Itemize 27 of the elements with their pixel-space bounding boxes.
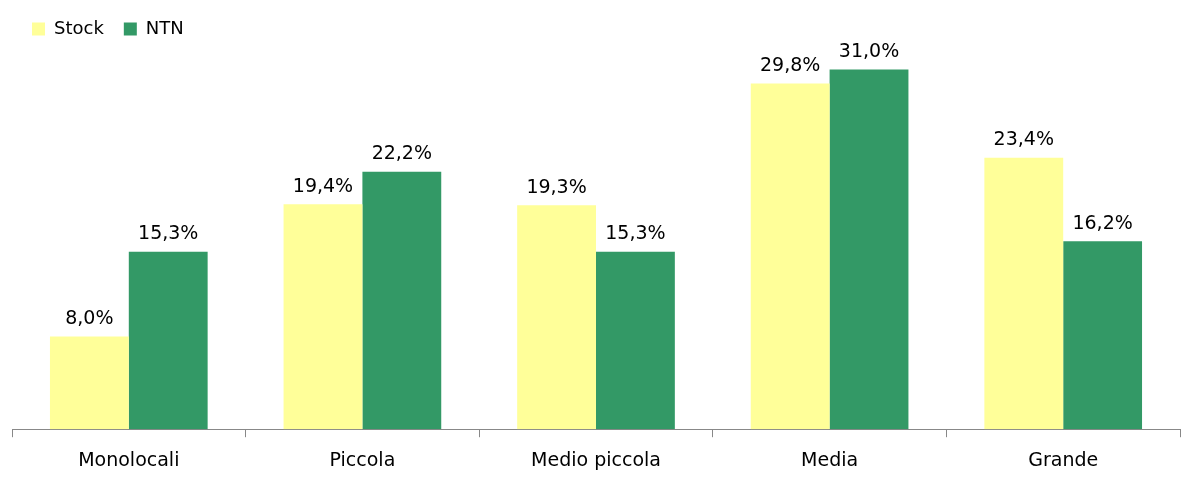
legend-label: NTN	[145, 16, 184, 38]
legend-label: Stock	[54, 16, 105, 38]
data-label: 15,3%	[605, 221, 666, 244]
bar	[984, 157, 1064, 430]
bar	[596, 251, 675, 430]
bar	[517, 205, 596, 430]
data-label: 19,4%	[292, 173, 354, 196]
data-label: 23,4%	[993, 127, 1054, 150]
data-label: 29,8%	[760, 52, 821, 75]
bar	[362, 171, 442, 430]
bar	[1063, 241, 1143, 430]
bar	[283, 204, 363, 430]
data-label: 16,2%	[1072, 210, 1133, 233]
data-label: 8,0%	[65, 305, 114, 328]
x-tick-label: Piccola	[329, 447, 396, 470]
data-label: 15,3%	[138, 221, 199, 244]
x-tick-label: Grande	[1028, 447, 1099, 470]
data-label: 19,3%	[526, 174, 587, 197]
x-tick-label: Medio piccola	[531, 447, 661, 470]
x-tick-label: Media	[801, 447, 859, 470]
bar	[829, 69, 909, 430]
data-label: 31,0%	[838, 39, 900, 62]
data-label: 22,2%	[371, 141, 432, 164]
x-tick-label: Monolocali	[78, 447, 180, 470]
bar	[128, 251, 208, 430]
bar	[750, 83, 830, 430]
bar	[49, 336, 129, 430]
